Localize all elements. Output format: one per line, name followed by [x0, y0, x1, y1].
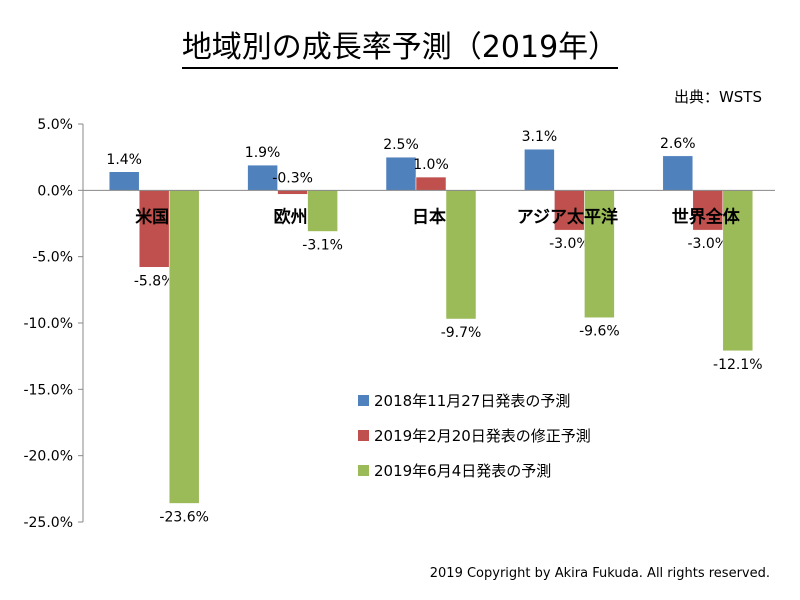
bar: [524, 148, 555, 191]
data-label: -5.8%: [134, 273, 175, 289]
title-text: 地域別の成長率予測（2019年）: [181, 30, 619, 69]
data-label: -3.0%: [687, 236, 728, 252]
bar: [722, 190, 754, 352]
legend-label: 2019年2月20日発表の修正予測: [374, 427, 591, 445]
category-label: 欧州: [274, 206, 308, 227]
bar: [662, 155, 694, 191]
y-tick-label: 0.0%: [37, 183, 73, 199]
data-label: 2.5%: [383, 137, 419, 153]
bar: [108, 171, 140, 191]
y-tick-label: -20.0%: [23, 449, 73, 465]
category-label: 世界全体: [672, 206, 741, 227]
bar: [445, 190, 477, 320]
bar: [385, 156, 417, 191]
data-label: 3.1%: [522, 129, 558, 145]
y-tick-label: -10.0%: [23, 316, 73, 332]
data-label: -3.0%: [549, 236, 590, 252]
legend-swatch: [358, 395, 369, 406]
data-label: -23.6%: [159, 509, 209, 525]
source-label: 出典：WSTS: [673, 88, 762, 106]
data-label: -3.1%: [302, 237, 343, 253]
bar: [277, 190, 308, 195]
bar: [168, 190, 200, 504]
data-label: 1.0%: [413, 157, 449, 173]
data-label: -9.6%: [579, 324, 620, 340]
copyright: 2019 Copyright by Akira Fukuda. All righ…: [429, 566, 770, 581]
legend-swatch: [358, 465, 369, 476]
data-label: 1.4%: [106, 152, 142, 168]
bar: [247, 164, 278, 191]
data-label: 1.9%: [245, 145, 281, 161]
category-label: アジア太平洋: [517, 206, 618, 227]
bar: [415, 176, 447, 191]
bar: [584, 190, 615, 318]
data-label: -0.3%: [272, 170, 313, 186]
bar: [307, 190, 338, 232]
y-tick-label: 5.0%: [37, 117, 73, 133]
legend-label: 2018年11月27日発表の予測: [374, 392, 570, 410]
bar: [138, 190, 170, 268]
y-tick-label: -5.0%: [32, 250, 73, 266]
chart-title: 地域別の成長率予測（2019年）: [0, 22, 800, 69]
y-tick-label: -15.0%: [23, 382, 73, 398]
category-label: 日本: [412, 206, 446, 227]
data-label: 2.6%: [660, 136, 696, 152]
data-label: -9.7%: [441, 325, 482, 341]
legend-label: 2019年6月4日発表の予測: [374, 462, 551, 480]
bar: [692, 190, 724, 231]
category-label: 米国: [135, 206, 169, 227]
bar: [554, 190, 585, 231]
y-tick-label: -25.0%: [23, 515, 73, 531]
legend-swatch: [358, 430, 369, 441]
data-label: -12.1%: [713, 357, 763, 373]
